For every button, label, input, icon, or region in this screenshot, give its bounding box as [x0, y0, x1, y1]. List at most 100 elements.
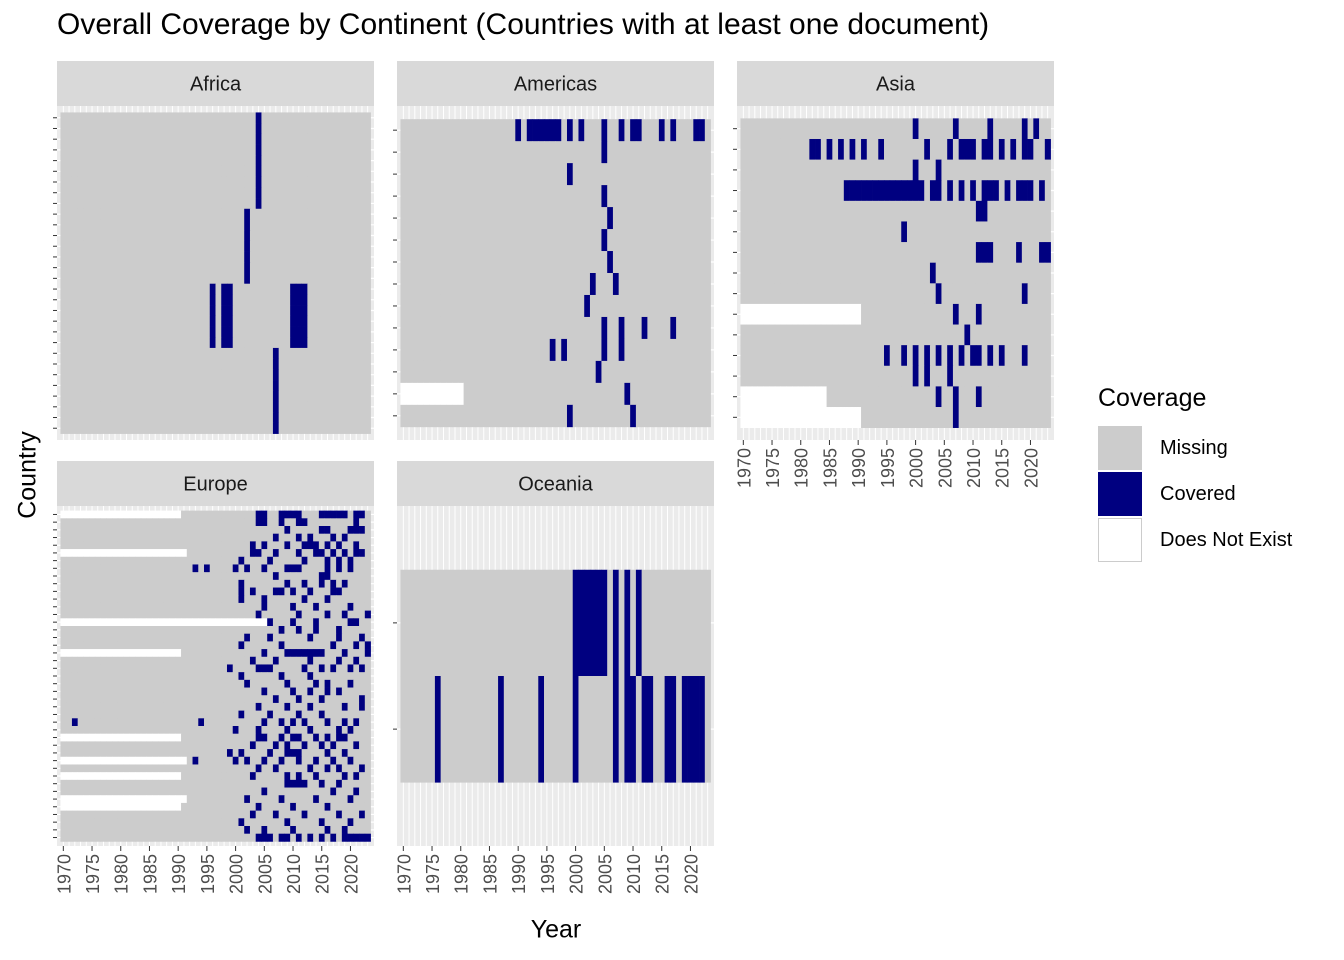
tile-europe-row9-2022-missing [359, 572, 366, 581]
tile-europe-row18-2018-missing [336, 641, 343, 650]
tile-europe-row14-1970-missing [60, 610, 67, 619]
tile-europe-row2-2005-covered [261, 518, 268, 527]
tile-africa-row28-1991-missing [181, 401, 188, 413]
tile-europe-row29-1993-missing [192, 726, 199, 735]
tile-africa-row10-2014-missing [313, 208, 320, 220]
tile-europe-row32-2008-missing [278, 749, 285, 758]
tile-asia-row13-2000-covered [912, 365, 919, 387]
tile-asia-row9-1990-missing [855, 283, 862, 305]
tile-africa-row20-2017-missing [330, 315, 337, 327]
tile-africa-row1-2009-missing [284, 112, 291, 124]
tile-asia-row15-1996-missing [889, 407, 896, 428]
tile-africa-row12-1975-missing [89, 230, 96, 242]
tile-asia-row4-2002-missing [924, 180, 931, 202]
tile-europe-row3-2004-missing [255, 526, 262, 535]
tile-europe-row18-2002-missing [244, 641, 251, 650]
tile-europe-row20-1979-missing [112, 656, 119, 665]
tile-asia-row12-2004-covered [935, 345, 942, 367]
tile-europe-row27-2003-missing [249, 710, 257, 719]
tile-americas-row1-1995-covered [544, 119, 551, 142]
tile-africa-row26-2017-missing [330, 380, 337, 392]
tile-africa-row17-1979-missing [112, 283, 119, 295]
tile-europe-row31-1987-missing [158, 741, 165, 750]
tile-africa-row2-1981-missing [123, 123, 130, 135]
tile-europe-row26-1979-missing [112, 702, 119, 711]
tile-americas-row12-2006-missing [607, 360, 614, 384]
tile-europe-row27-2008-missing [278, 710, 285, 719]
tile-africa-row23-2006-missing [267, 347, 274, 359]
tile-europe-row11-2017-covered [330, 587, 337, 596]
tile-europe-row32-2015-missing [318, 749, 325, 758]
tile-africa-row12-1980-missing [117, 230, 124, 242]
tile-africa-row13-2012-missing [301, 240, 308, 252]
tile-asia-row4-1976-missing [774, 180, 781, 202]
tile-asia-row2-1976-missing [774, 138, 781, 160]
tile-americas-row14-1987-missing [498, 404, 505, 428]
tile-europe-row2-2006-missing [267, 518, 274, 527]
tile-africa-row13-1998-missing [221, 240, 228, 252]
tile-europe-row22-1972-missing [71, 672, 79, 681]
tile-asia-row13-2015-missing [998, 365, 1005, 387]
tile-europe-row28-1996-missing [209, 718, 216, 727]
tile-asia-row11-2017-missing [1010, 324, 1017, 346]
tile-asia-row1-1981-missing [803, 118, 810, 140]
tile-americas-row3-1991-missing [521, 163, 528, 186]
tile-africa-row19-1980-missing [117, 305, 124, 317]
tile-asia-row5-2003-missing [929, 200, 937, 222]
x-tick-label-asia-1975: 1975 [763, 448, 783, 488]
tile-americas-row2-1985-missing [486, 141, 493, 164]
tile-europe-row29-1972-missing [71, 726, 79, 735]
tile-africa-row11-2021-missing [353, 219, 360, 231]
tile-europe-row24-1973-missing [77, 687, 84, 696]
tile-europe-row16-1974-missing [83, 626, 90, 635]
tile-americas-row13-1997-missing [555, 382, 562, 406]
tile-asia-row1-2017-missing [1010, 118, 1017, 140]
tile-europe-row29-2018-covered [336, 726, 343, 735]
tile-europe-row25-1981-missing [123, 695, 130, 704]
tile-africa-row28-2022-missing [359, 401, 366, 413]
tile-asia-row6-1986-missing [832, 221, 839, 243]
tile-americas-row13-2007-missing [612, 382, 620, 406]
tile-europe-row23-1989-missing [169, 679, 176, 688]
tile-africa-row27-2015-missing [318, 390, 325, 402]
tile-asia-row9-1986-missing [832, 283, 839, 305]
tile-europe-row17-1996-missing [209, 633, 216, 642]
x-tick-label-asia-2000: 2000 [907, 448, 927, 488]
tile-africa-row19-2003-missing [249, 305, 257, 317]
tile-americas-row3-2008-missing [618, 163, 625, 186]
tile-africa-row9-2016-missing [324, 198, 331, 210]
tile-europe-row27-1999-missing [226, 710, 234, 719]
tile-europe-row8-2005-covered [261, 564, 268, 573]
tile-europe-row10-1988-missing [163, 579, 170, 588]
tile-europe-row33-1982-does-not-exist [129, 756, 136, 765]
tile-africa-row18-2002-missing [244, 294, 251, 306]
tile-americas-row7-1974-missing [423, 251, 430, 274]
tile-europe-row24-1993-missing [192, 687, 199, 696]
tile-africa-row28-2001-missing [238, 401, 245, 413]
tile-africa-row2-2020-missing [347, 123, 354, 135]
tile-asia-row5-1979-missing [792, 200, 799, 222]
tile-europe-row2-2012-covered [301, 518, 308, 527]
tile-europe-row14-2013-missing [307, 610, 314, 619]
tile-europe-row32-2006-covered [267, 749, 274, 758]
tile-africa-row12-1979-missing [112, 230, 119, 242]
tile-africa-row8-1994-missing [198, 187, 205, 199]
tile-europe-row32-1998-missing [221, 749, 228, 758]
tile-americas-row13-2013-missing [647, 382, 654, 406]
tile-africa-row22-1995-missing [204, 337, 211, 349]
tile-europe-row19-2006-missing [267, 649, 274, 658]
tile-asia-row5-1984-missing [820, 200, 827, 222]
tile-europe-row28-2015-missing [318, 718, 325, 727]
tile-asia-row14-2016-missing [1004, 386, 1011, 408]
tile-africa-row14-2000-missing [232, 251, 239, 263]
tile-europe-row32-1997-missing [215, 749, 222, 758]
tile-africa-row30-2005-missing [261, 422, 268, 434]
tile-africa-row13-1997-missing [215, 240, 222, 252]
tile-europe-row25-1973-missing [77, 695, 84, 704]
tile-europe-row30-1988-does-not-exist [163, 733, 170, 742]
tile-asia-row2-1973-missing [757, 138, 764, 160]
tile-europe-row14-1975-missing [89, 610, 96, 619]
tile-europe-row28-1982-missing [129, 718, 136, 727]
tile-africa-row28-1973-missing [77, 401, 84, 413]
tile-europe-row14-2007-missing [272, 610, 280, 619]
